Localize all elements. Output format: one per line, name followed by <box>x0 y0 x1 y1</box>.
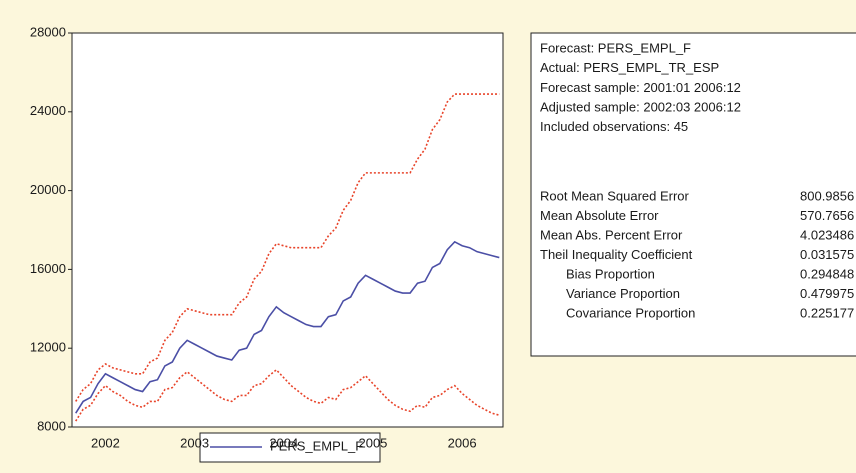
y-tick-label: 8000 <box>37 418 66 433</box>
x-tick-label: 2005 <box>358 435 387 450</box>
info-line: Adjusted sample: 2002:03 2006:12 <box>540 100 741 115</box>
stat-label: Bias Proportion <box>566 266 655 281</box>
stat-label: Covariance Proportion <box>566 305 695 320</box>
plot-area <box>71 32 504 428</box>
y-tick-label: 28000 <box>30 24 66 39</box>
stat-label: Theil Inequality Coefficient <box>540 247 693 262</box>
info-line: Forecast: PERS_EMPL_F <box>540 40 691 55</box>
info-line: Actual: PERS_EMPL_TR_ESP <box>540 60 719 75</box>
stat-value: 0.225177 <box>800 305 854 320</box>
info-line: Included observations: 45 <box>540 119 688 134</box>
series-line <box>75 368 500 422</box>
y-tick-label: 24000 <box>30 103 66 118</box>
x-tick-label: 2003 <box>180 435 209 450</box>
stat-value: 0.479975 <box>800 286 854 301</box>
y-tick-label: 20000 <box>30 182 66 197</box>
stats-box <box>530 32 856 357</box>
stat-label: Mean Absolute Error <box>540 208 659 223</box>
x-tick-label: 2002 <box>91 435 120 450</box>
stat-label: Variance Proportion <box>566 286 680 301</box>
info-line: Forecast sample: 2001:01 2006:12 <box>540 80 741 95</box>
legend-label: PERS_EMPL_F <box>270 438 363 453</box>
series-line <box>75 240 500 414</box>
stat-value: 800.9856 <box>800 188 854 203</box>
y-tick-label: 12000 <box>30 340 66 355</box>
x-tick-label: 2006 <box>448 435 477 450</box>
y-tick-label: 16000 <box>30 261 66 276</box>
stat-label: Root Mean Squared Error <box>540 188 690 203</box>
stat-value: 0.294848 <box>800 266 854 281</box>
stat-value: 570.7656 <box>800 208 854 223</box>
stat-value: 0.031575 <box>800 247 854 262</box>
stat-label: Mean Abs. Percent Error <box>540 227 683 242</box>
x-tick-label: 2004 <box>269 435 298 450</box>
stat-value: 4.023486 <box>800 227 854 242</box>
